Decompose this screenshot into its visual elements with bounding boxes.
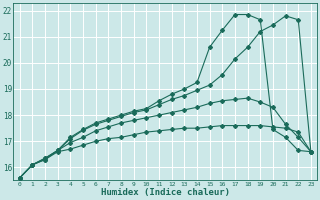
X-axis label: Humidex (Indice chaleur): Humidex (Indice chaleur) <box>101 188 230 197</box>
